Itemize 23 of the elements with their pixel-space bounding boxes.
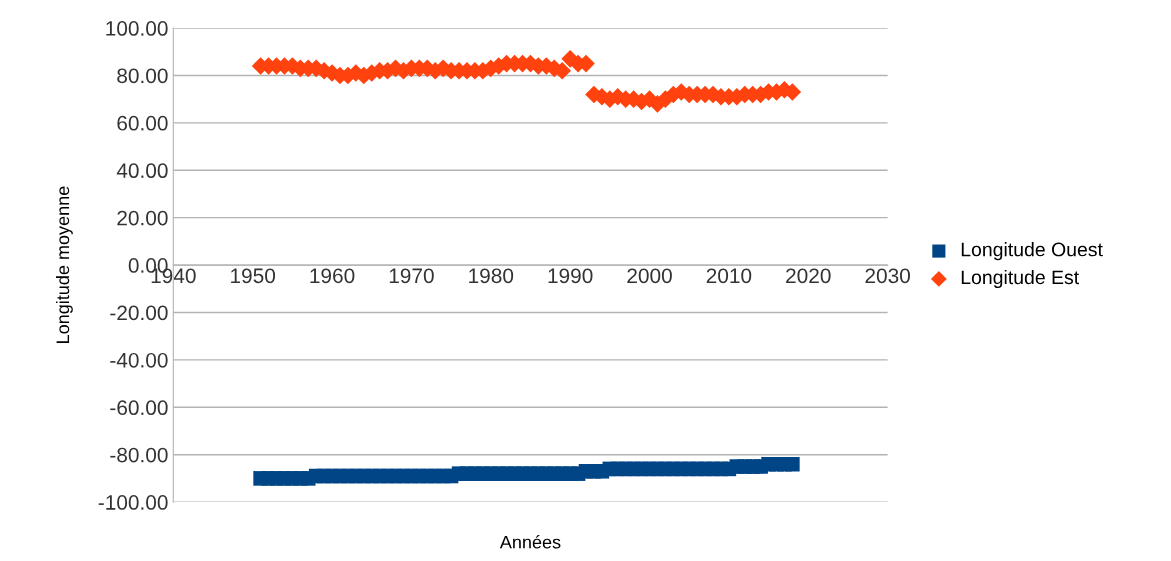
y-tick-label: 100.00 (106, 21, 168, 36)
legend-label: Longitude Ouest (961, 242, 1103, 261)
y-tick-label: 40.00 (116, 163, 168, 179)
x-tick-label: 1970 (389, 268, 434, 284)
y-tick-label: 60.00 (117, 115, 168, 131)
x-tick-label: 1950 (231, 268, 276, 284)
x-tick-label: 1990 (548, 268, 593, 284)
y-axis-title: Longitude moyenne (55, 186, 73, 343)
x-axis-title: Années (499, 535, 561, 549)
y-tick-label: 80.00 (117, 68, 168, 84)
x-tick-label: 2000 (627, 268, 672, 284)
x-tick-label: 2010 (706, 268, 752, 284)
y-tick-label: -80.00 (110, 447, 168, 463)
y-tick-label: -100.00 (98, 495, 168, 510)
y-tick-label: -20.00 (110, 305, 168, 321)
y-tick-label: -60.00 (110, 400, 168, 416)
y-tick-label: -40.00 (110, 352, 168, 368)
x-tick-label: 1960 (310, 268, 355, 284)
x-tick-label: 2030 (865, 268, 910, 284)
x-tick-label: 2020 (786, 268, 831, 284)
x-tick-label: 1980 (469, 268, 514, 284)
y-tick-label: 20.00 (117, 210, 168, 226)
legend-label: Longitude Est (961, 269, 1080, 289)
